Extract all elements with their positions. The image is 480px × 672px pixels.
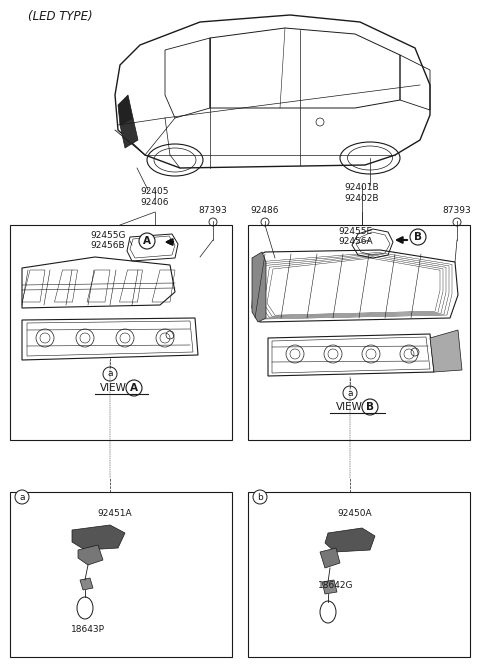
Circle shape: [126, 380, 142, 396]
Text: 92402B: 92402B: [345, 194, 379, 203]
Polygon shape: [118, 95, 133, 125]
Text: VIEW: VIEW: [336, 402, 363, 412]
Text: 18642G: 18642G: [318, 581, 353, 589]
Text: 92405: 92405: [141, 187, 169, 196]
Text: a: a: [347, 388, 353, 398]
Circle shape: [362, 399, 378, 415]
Text: 92406: 92406: [141, 198, 169, 207]
Polygon shape: [320, 548, 340, 568]
Polygon shape: [120, 118, 138, 148]
Text: 92456A: 92456A: [338, 237, 372, 247]
Text: b: b: [257, 493, 263, 501]
Circle shape: [139, 233, 155, 249]
Circle shape: [343, 386, 357, 400]
Text: A: A: [143, 236, 151, 246]
Polygon shape: [78, 545, 103, 565]
Circle shape: [410, 229, 426, 245]
Text: 92450A: 92450A: [338, 509, 372, 517]
Circle shape: [253, 490, 267, 504]
Text: VIEW: VIEW: [100, 383, 127, 393]
Polygon shape: [252, 252, 266, 322]
Circle shape: [15, 490, 29, 504]
Text: a: a: [107, 370, 113, 378]
Text: 92455G: 92455G: [90, 230, 125, 239]
Text: 92451A: 92451A: [98, 509, 132, 517]
Text: (LED TYPE): (LED TYPE): [28, 10, 93, 23]
Text: 18643P: 18643P: [71, 626, 105, 634]
Text: a: a: [19, 493, 25, 501]
Polygon shape: [325, 528, 375, 552]
Text: 92455E: 92455E: [338, 228, 372, 237]
Polygon shape: [430, 330, 462, 372]
Text: B: B: [414, 232, 422, 242]
Text: 87393: 87393: [443, 206, 471, 215]
Polygon shape: [322, 580, 337, 594]
Polygon shape: [80, 578, 93, 590]
Text: B: B: [366, 402, 374, 412]
Polygon shape: [72, 525, 125, 550]
Text: 92486: 92486: [251, 206, 279, 215]
Text: A: A: [130, 383, 138, 393]
Text: 87393: 87393: [199, 206, 228, 215]
Text: 92401B: 92401B: [345, 183, 379, 192]
Circle shape: [103, 367, 117, 381]
Text: 92456B: 92456B: [90, 241, 125, 249]
